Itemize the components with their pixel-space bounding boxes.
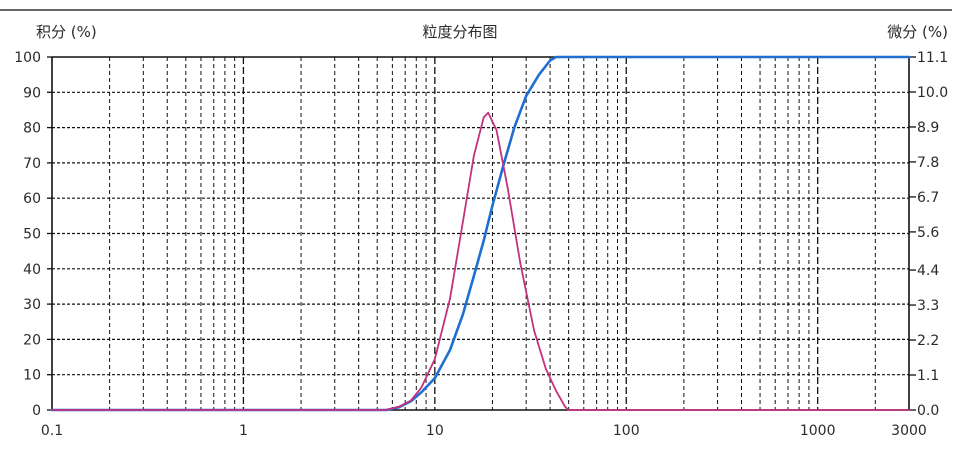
differential-point [567,409,570,411]
cumulative-point [491,204,494,207]
differential-point [410,399,412,402]
differential-point [420,386,423,389]
differential-point [545,367,547,370]
differential-point [533,329,535,332]
y-tick-label-right: 6.7 [917,190,939,206]
differential-point [555,390,557,392]
differential-distribution-line [51,111,910,411]
y-tick-label-left: 0 [32,403,41,419]
y-tick-label-left: 90 [23,85,41,101]
cumulative-point [549,59,551,62]
y-tick-label-right: 4.4 [917,263,939,279]
y-tick-label-right: 3.3 [917,298,939,314]
cumulative-point [420,391,423,394]
y-tick-label-left: 100 [14,50,41,66]
series-layer [50,55,911,412]
cumulative-point [482,239,485,242]
cumulative-distribution-line [50,55,911,412]
y-tick-label-left: 30 [23,297,41,313]
y-tick-label-right: 8.9 [917,120,939,136]
differential-point [384,409,386,411]
differential-point [487,111,489,114]
y-tick-label-right: 0.0 [917,403,939,419]
cumulative-point [473,275,475,277]
differential-point [51,409,53,411]
right-axis-label: 微分 (%) [887,23,948,41]
x-tick-label: 3000 [891,423,927,439]
differential-point [482,116,485,119]
x-tick-label: 100 [613,423,640,439]
y-tick-label-right: 5.6 [917,225,939,241]
cumulative-point [625,56,628,58]
differential-point [495,129,498,131]
y-tick-label-right: 2.2 [917,333,939,349]
y-tick-label-right: 10.0 [917,85,948,101]
differential-point [816,409,819,411]
grid [52,57,909,410]
differential-point [506,186,509,189]
cumulative-point [462,313,464,316]
y-tick-label-left: 20 [23,332,41,348]
x-tick-label: 1000 [800,423,836,439]
y-tick-label-right: 7.8 [917,155,939,171]
y-tick-label-left: 80 [23,121,41,137]
cumulative-point [434,377,436,380]
cumulative-point [449,349,451,351]
differential-point [908,409,910,411]
cumulative-point [816,56,819,58]
differential-point [462,221,464,224]
cumulative-point [513,126,516,129]
differential-point [398,406,400,408]
chart-title: 粒度分布图 [422,23,497,41]
y-tick-label-left: 60 [23,191,41,207]
differential-point [519,262,522,265]
y-tick-label-right: 1.1 [917,368,939,384]
y-tick-label-left: 50 [23,227,41,243]
y-tick-label-right: 11.1 [917,50,948,66]
x-tick-label: 0.1 [41,423,63,439]
cumulative-point [567,56,570,58]
x-tick-label: 10 [426,423,444,439]
differential-point [473,154,475,157]
left-axis-label: 积分 (%) [36,23,97,41]
differential-point [625,409,628,411]
x-tick-label: 1 [239,423,248,439]
tick-labels: 0 10 20 30 40 50 60 70 80 90 100 0.0 1.1 2.2 3.3 4.4 5.6… [14,50,948,439]
y-tick-label-left: 10 [23,368,41,384]
differential-point [564,406,567,408]
cumulative-point [538,73,540,76]
differential-point [434,358,436,360]
y-tick-label-left: 70 [23,156,41,172]
cumulative-point [555,56,557,58]
cumulative-point [525,95,527,97]
differential-point [449,297,451,300]
y-tick-label-left: 40 [23,262,41,278]
cumulative-point [908,56,910,58]
